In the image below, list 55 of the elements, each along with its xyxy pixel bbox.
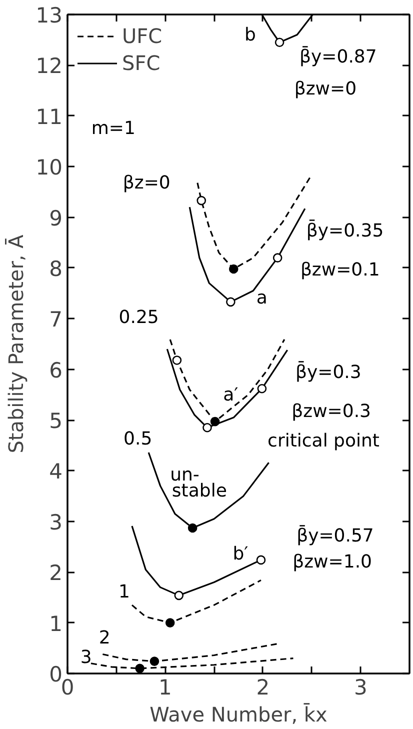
point	[210, 416, 220, 426]
point	[274, 38, 284, 48]
y-tick-label: 2	[49, 561, 63, 586]
point	[150, 656, 160, 666]
annotation: βz=0	[122, 172, 170, 194]
point	[272, 253, 282, 262]
point	[226, 297, 236, 307]
y-axis-title: Stability Parameter, Ā	[4, 234, 28, 454]
annotation: 0.25	[118, 307, 159, 328]
x-tick-label: 1	[158, 676, 172, 700]
annotation: 3	[80, 646, 92, 668]
annotation: 0.5	[124, 428, 152, 450]
annotation: 2	[98, 627, 110, 648]
y-tick-label: 8	[49, 256, 63, 281]
annotation: βzw=0.1	[300, 259, 380, 280]
point	[228, 264, 238, 274]
annotation: β̄y=0.35	[306, 219, 384, 242]
y-tick-label: 13	[36, 4, 63, 28]
annotation: critical point	[268, 430, 380, 452]
point	[135, 664, 144, 674]
annotation: a′	[223, 384, 238, 406]
point	[188, 523, 198, 533]
y-tick-label: 7	[49, 308, 63, 332]
y-tick-label: 4	[49, 460, 63, 484]
y-tick-label: 6	[49, 358, 63, 382]
annotation: βzw=0.3	[292, 400, 372, 422]
y-tick-label: 1	[49, 612, 63, 636]
annotation: βzw=0	[294, 78, 357, 100]
point	[202, 423, 212, 432]
point	[196, 196, 206, 206]
y-tick-label: 11	[36, 104, 63, 129]
y-tick-label: 3	[49, 510, 63, 534]
annotation: β̄y=0.3	[295, 360, 362, 383]
point	[257, 384, 267, 394]
annotation: b′	[232, 543, 248, 564]
y-tick-label: 10	[36, 156, 63, 180]
annotation: b	[244, 24, 256, 46]
legend-label: UFC	[122, 24, 162, 48]
annotation: β̄y=0.57	[296, 524, 374, 547]
y-tick-label: 5	[49, 409, 63, 434]
point	[172, 356, 182, 365]
legend-label: SFC	[122, 51, 160, 75]
x-tick-label: 3	[354, 676, 368, 700]
y-tick-label: 9	[49, 206, 63, 230]
point	[165, 618, 175, 628]
annotation: a	[256, 287, 268, 308]
annotation: β̄y=0.87	[300, 45, 377, 68]
x-axis-title: Wave Number, k̄x	[150, 702, 328, 726]
point	[174, 590, 184, 600]
point	[256, 555, 266, 565]
y-tick-label: 12	[36, 54, 63, 78]
annotation: βzw=1.0	[292, 551, 372, 572]
x-tick-label: 2	[256, 676, 270, 700]
annotation: m=1	[91, 118, 136, 140]
annotation: 1	[118, 581, 130, 602]
